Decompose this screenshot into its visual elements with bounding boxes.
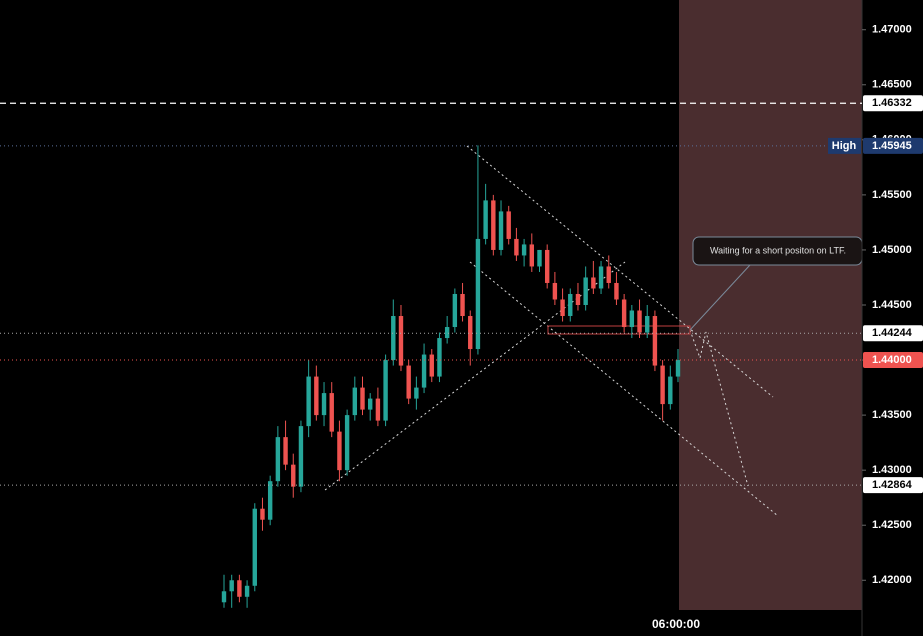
candle-body (668, 376, 673, 405)
candle-body (329, 393, 334, 432)
candle-body (544, 249, 550, 283)
y-tick-label: 1.42500 (872, 519, 912, 531)
y-tick-label: 1.46500 (872, 79, 912, 91)
candle-body (260, 508, 265, 520)
candle-body (252, 508, 257, 586)
candle-body (568, 293, 573, 317)
candle-body (583, 277, 588, 305)
candle-body (421, 354, 427, 388)
candle-body (391, 316, 396, 361)
candle-body (491, 200, 496, 250)
y-tick-label: 1.47000 (872, 24, 912, 36)
drawings (324, 145, 779, 517)
y-tick-label: 1.44500 (872, 299, 912, 311)
candle-body (437, 338, 442, 377)
price-tag (863, 352, 923, 369)
candle-body (660, 365, 665, 405)
price-label: 1.42864 (872, 479, 913, 491)
candle-body (275, 437, 281, 482)
candle-body (383, 360, 388, 421)
candle-body (675, 360, 681, 377)
candle-body (360, 387, 365, 410)
y-tick-label: 1.43500 (872, 409, 912, 421)
candle-body (514, 238, 519, 256)
price-tag (863, 325, 923, 342)
price-tag (863, 137, 923, 154)
candle-body (645, 316, 650, 333)
candle-body (629, 310, 635, 328)
candle-body (244, 585, 250, 597)
candle-body (475, 238, 481, 350)
candle-body (352, 387, 358, 416)
candle-body (452, 293, 458, 328)
candle-body (321, 393, 327, 416)
candle-body (267, 481, 273, 520)
y-tick-label: 1.45500 (872, 189, 912, 201)
price-label: 1.46332 (872, 97, 912, 109)
candle-body (637, 310, 642, 333)
tag-box (828, 137, 861, 154)
candle-body (344, 415, 350, 471)
candle-body (483, 200, 488, 239)
candle-body (414, 387, 419, 399)
candle-body (606, 266, 611, 283)
time-label: 06:00:00 (652, 617, 700, 631)
candle-body (368, 398, 373, 410)
candle-body (529, 244, 534, 267)
price-label: 1.45945 (872, 140, 912, 152)
y-tick-label: 1.45000 (872, 244, 912, 256)
candle-body (506, 211, 511, 239)
candle-body (314, 376, 319, 416)
candle-body (614, 282, 619, 300)
trendline (466, 145, 774, 398)
candle-body (591, 277, 596, 289)
candle-body (444, 327, 450, 339)
trendline (469, 261, 779, 517)
candle-body (560, 299, 565, 317)
candle-body (552, 282, 558, 300)
candle-body (537, 249, 542, 267)
candle-body (398, 316, 404, 366)
price-tag (863, 95, 923, 112)
price-label: 1.44244 (872, 327, 913, 339)
y-tick-label: 1.42000 (872, 574, 912, 586)
candle-body (375, 398, 381, 421)
zone (679, 0, 862, 610)
candle-body (291, 464, 296, 487)
candle-body (575, 293, 581, 305)
candle-body (298, 426, 304, 487)
candle-body (229, 580, 234, 592)
candle-body (468, 316, 473, 350)
candle-body (221, 591, 227, 603)
annotation: Waiting for a short positon on LTF. (710, 245, 846, 255)
candle-body (460, 293, 465, 317)
candle-body (337, 431, 342, 471)
candle-body (306, 376, 311, 427)
candle-body (237, 580, 242, 597)
candle-body (652, 316, 658, 366)
candle-body (598, 266, 604, 289)
candle-body (429, 354, 434, 377)
candle-body (621, 299, 627, 328)
candle-body (498, 211, 504, 250)
candle-body (406, 365, 411, 399)
candle-body (521, 244, 527, 256)
candle-body (283, 437, 288, 465)
y-tick-label: 1.43000 (872, 464, 912, 476)
price-tag (863, 477, 923, 494)
price-label: 1.44000 (872, 354, 912, 366)
level-tag: High (832, 140, 857, 152)
annotation-pointer (689, 264, 751, 331)
projection (689, 329, 749, 487)
